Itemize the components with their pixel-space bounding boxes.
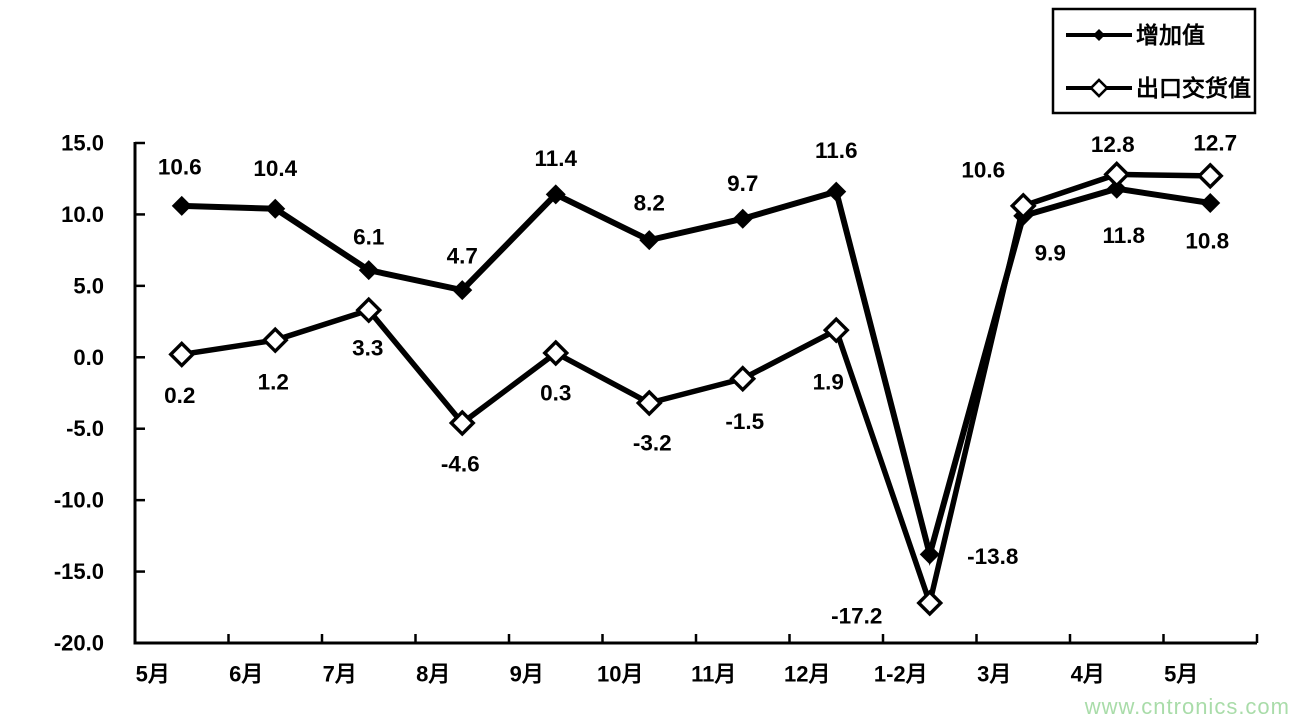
data-label: 9.7	[727, 171, 758, 196]
y-tick-label: 10.0	[61, 202, 104, 227]
open-diamond-marker	[542, 339, 570, 367]
x-tick-label: 6月	[229, 662, 263, 687]
legend-item-label: 出口交货值	[1136, 75, 1251, 101]
series-line	[181, 171, 1211, 613]
data-label: 9.9	[1035, 240, 1066, 265]
data-label: 1.9	[813, 370, 844, 395]
filled-diamond-icon	[1093, 29, 1105, 41]
filled-diamond-marker	[1200, 193, 1221, 213]
data-label: -4.6	[441, 452, 480, 477]
x-tick-label: 3月	[977, 662, 1011, 687]
x-tick-label: 9月	[510, 662, 544, 687]
data-label: 12.8	[1091, 132, 1135, 157]
data-label: 1.2	[258, 370, 289, 395]
y-tick-label: -10.0	[54, 488, 104, 513]
filled-diamond-marker	[545, 184, 566, 205]
open-diamond-marker	[1009, 192, 1037, 220]
data-label: 10.6	[961, 157, 1005, 182]
filled-diamond-marker	[919, 544, 940, 565]
open-diamond-marker	[1103, 161, 1131, 188]
open-diamond-marker	[448, 409, 476, 437]
data-label: -1.5	[725, 409, 764, 434]
data-label: 11.8	[1102, 223, 1145, 248]
filled-diamond-marker	[358, 260, 379, 281]
filled-diamond-marker	[171, 195, 192, 216]
open-diamond-marker	[729, 365, 757, 393]
x-tick-label: 11月	[691, 662, 736, 687]
data-label: 11.4	[534, 146, 577, 171]
y-tick-label: -5.0	[66, 416, 104, 441]
series-added-value: 10.6 10.4 6.1 4.7 11.4 8.2 9.7 11.6 -13.8 9.9 11.8…	[158, 138, 1229, 569]
x-tick-label: 4月	[1071, 662, 1105, 687]
data-label: -17.2	[831, 604, 882, 629]
data-label: 0.2	[164, 383, 195, 408]
y-tick-label: 5.0	[73, 273, 104, 298]
filled-diamond-marker	[826, 181, 847, 202]
data-label: 10.6	[158, 154, 202, 179]
y-tick-label: -15.0	[54, 559, 104, 584]
data-label: 4.7	[447, 244, 478, 269]
axes: 15.0 10.0 5.0 0.0 -5.0 -10.0 -15.0 -20.0 5月 6月 7月 8…	[54, 131, 1259, 687]
open-diamond-marker	[822, 316, 850, 344]
filled-diamond-marker	[1106, 178, 1127, 199]
open-diamond-icon	[1089, 78, 1109, 98]
legend-box	[1051, 7, 1257, 115]
x-tick-label: 1-2月	[874, 662, 928, 687]
data-label: -13.8	[967, 544, 1018, 569]
open-diamond-marker	[1196, 162, 1224, 190]
open-diamond-marker	[635, 389, 663, 417]
y-tick-label: 0.0	[73, 345, 104, 370]
data-label: 12.7	[1193, 130, 1237, 155]
x-tick-label: 5月	[1164, 662, 1198, 687]
data-label: 10.8	[1185, 229, 1229, 254]
x-tick-label: 7月	[323, 662, 357, 687]
open-diamond-marker	[916, 589, 944, 617]
x-tick-label: 10月	[597, 662, 643, 687]
data-label: 8.2	[634, 191, 665, 216]
watermark: www.cntronics.com	[1084, 694, 1290, 719]
filled-diamond-marker	[452, 280, 473, 301]
data-label: 11.6	[815, 138, 858, 163]
filled-diamond-marker	[639, 230, 660, 251]
open-diamond-marker	[355, 296, 383, 324]
series-line	[181, 185, 1211, 567]
filled-diamond-marker	[732, 208, 753, 229]
legend-item-label: 增加值	[1136, 22, 1205, 48]
data-label: 0.3	[540, 381, 571, 406]
filled-diamond-marker	[265, 198, 286, 219]
data-label: -3.2	[633, 431, 672, 456]
y-tick-label: -20.0	[54, 631, 104, 656]
data-label: 10.4	[253, 156, 297, 181]
x-tick-label: 8月	[416, 662, 450, 687]
data-label: 6.1	[353, 225, 384, 250]
data-label: 3.3	[352, 336, 383, 361]
x-tick-label: 5月	[136, 662, 170, 687]
y-tick-label: 15.0	[61, 131, 104, 156]
open-diamond-marker	[261, 326, 289, 354]
series-export-delivery: 0.2 1.2 3.3 -4.6 0.3 -3.2 -1.5 1.9 -17.2 10.6 12.8…	[164, 130, 1237, 628]
x-tick-label: 12月	[784, 662, 830, 687]
open-diamond-marker	[168, 341, 196, 368]
